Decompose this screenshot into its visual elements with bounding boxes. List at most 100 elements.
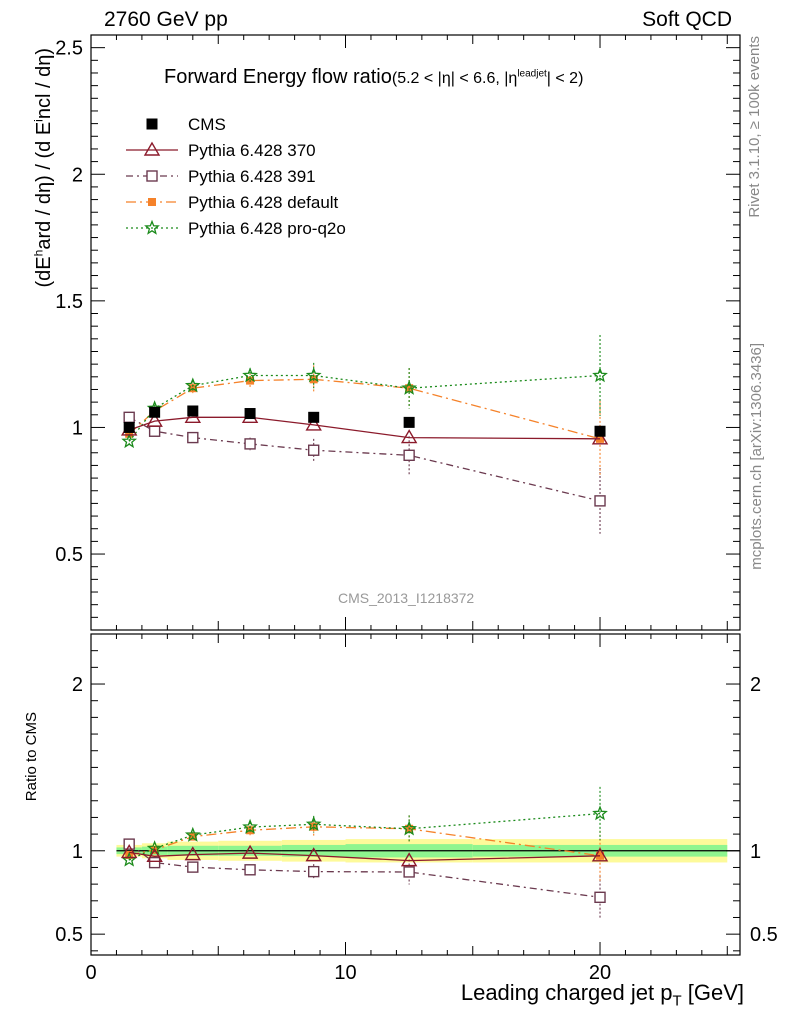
plot-title-sup: leadjet — [517, 68, 547, 80]
main-series-cms — [123, 405, 606, 437]
legend-marker-default — [148, 198, 156, 206]
legend-marker-p391 — [146, 170, 158, 182]
main-point-cms — [403, 416, 415, 428]
main-point-p391 — [123, 411, 135, 424]
main-point-p370 — [400, 429, 418, 444]
ratio-point-p370 — [146, 847, 163, 862]
main-point-p370 — [146, 412, 163, 427]
main-y-tick-label: 1.5 — [55, 291, 83, 313]
main-series-proq2o — [121, 335, 608, 449]
header-left-label: 2760 GeV pp — [104, 8, 228, 31]
ratio-point-p391 — [307, 865, 320, 878]
ratio-point-default — [596, 851, 605, 860]
ratio-point-p370 — [400, 852, 418, 867]
main-point-cms — [308, 411, 320, 423]
main-series-p391 — [123, 411, 606, 534]
ratio-line-p370 — [129, 851, 601, 862]
plot-title-main: Forward Energy flow ratio — [164, 66, 392, 88]
main-panel-series — [120, 335, 609, 534]
main-line-p391 — [128, 416, 601, 502]
legend-marker-cms — [146, 118, 158, 130]
ratio-y-tick-label-left: 1 — [72, 841, 83, 863]
ratio-point-p370 — [591, 847, 609, 862]
ratio-point-p370 — [305, 847, 322, 862]
ratio-point-proq2o — [401, 820, 418, 836]
ratio-point-p370 — [241, 844, 259, 859]
legend-label-default: Pythia 6.428 default — [188, 193, 339, 212]
main-point-cms — [123, 421, 135, 433]
x-tick-label: 10 — [334, 962, 356, 984]
x-tick-label: 0 — [85, 962, 96, 984]
axis-ticks: 0 10 20 0.5 1 1.5 2 2.5 0.5 0.5 1 1 2 2 — [55, 35, 778, 984]
main-point-default — [596, 434, 605, 443]
main-y-tick-label: 2.5 — [55, 38, 83, 60]
ratio-point-p391 — [187, 861, 199, 873]
ratio-uncertainty-bands — [116, 839, 740, 863]
main-point-cms — [244, 408, 256, 420]
legend: CMS Pythia 6.428 370 Pythia 6.428 391 Pythi… — [126, 115, 346, 238]
legend-entry-p391: Pythia 6.428 391 — [126, 167, 316, 186]
panel-frames — [90, 34, 741, 956]
legend-label-proq2o: Pythia 6.428 pro-q2o — [188, 219, 346, 238]
main-point-proq2o — [184, 377, 201, 393]
main-point-p391 — [403, 449, 415, 461]
ratio-point-p370 — [120, 844, 138, 859]
ratio-y-tick-label-right: 1 — [750, 841, 761, 863]
main-point-proq2o — [592, 367, 608, 383]
ratio-point-p370 — [184, 846, 202, 861]
ratio-y-tick-label-left: 2 — [72, 674, 83, 696]
main-point-p370 — [305, 416, 322, 431]
header-right-label: Soft QCD — [642, 8, 732, 31]
main-point-p391 — [307, 444, 320, 456]
ratio-y-tick-label-left: 0.5 — [55, 924, 83, 946]
ratio-panel-frame — [90, 633, 741, 956]
plot-title: Forward Energy flow ratio(5.2 < |η| < 6.… — [164, 66, 583, 89]
legend-marker-proq2o — [144, 219, 160, 235]
ratio-point-proq2o — [592, 805, 608, 821]
main-panel-frame — [90, 34, 741, 631]
main-point-proq2o — [401, 379, 418, 395]
ratio-point-proq2o — [305, 815, 322, 831]
ratio-point-proq2o — [242, 818, 258, 834]
main-y-tick-label: 0.5 — [55, 544, 83, 566]
main-point-cms — [594, 425, 606, 437]
legend-marker-p370 — [143, 141, 161, 156]
ratio-point-proq2o — [146, 840, 163, 856]
ratio-point-p391 — [594, 891, 606, 904]
legend-label-p370: Pythia 6.428 370 — [188, 141, 316, 160]
x-axis-label-sub: T — [672, 992, 682, 1010]
ratio-series-p391 — [123, 838, 606, 919]
x-axis-label: Leading charged jet pT [GeV] — [460, 980, 744, 1010]
ratio-point-p391 — [403, 866, 415, 878]
legend-entry-cms: CMS — [146, 115, 226, 134]
plot-title-range: (5.2 < |η| < 6.6, |ηleadjet| < 2) — [391, 68, 584, 87]
ratio-panel-series — [120, 786, 609, 919]
main-point-proq2o — [121, 433, 138, 449]
legend-entry-p370: Pythia 6.428 370 — [126, 141, 316, 160]
analysis-watermark: CMS_2013_I1218372 — [338, 590, 475, 606]
legend-label-cms: CMS — [188, 115, 226, 134]
legend-entry-default: Pythia 6.428 default — [126, 193, 339, 212]
ratio-y-tick-label-right: 0.5 — [750, 924, 778, 946]
ratio-point-p391 — [148, 856, 161, 869]
main-point-p370 — [591, 430, 609, 445]
x-tick-label: 20 — [589, 962, 611, 984]
main-point-proq2o — [305, 367, 322, 383]
main-point-cms — [149, 406, 161, 418]
legend-entry-proq2o: Pythia 6.428 pro-q2o — [126, 219, 346, 238]
ratio-point-p391 — [244, 864, 256, 876]
legend-label-p391: Pythia 6.428 391 — [188, 167, 316, 186]
main-series-default — [125, 365, 605, 477]
ratio-point-proq2o — [184, 826, 201, 842]
main-point-p391 — [187, 431, 199, 444]
main-line-default — [128, 378, 601, 440]
ratio-series-p370 — [120, 844, 609, 867]
main-y-tick-label: 2 — [72, 164, 83, 186]
main-point-p391 — [244, 438, 256, 450]
main-point-p391 — [148, 425, 161, 437]
main-y-tick-label: 1 — [72, 417, 83, 439]
main-point-p391 — [594, 495, 606, 507]
main-point-proq2o — [242, 367, 258, 383]
ratio-y-tick-label-right: 2 — [750, 674, 761, 696]
